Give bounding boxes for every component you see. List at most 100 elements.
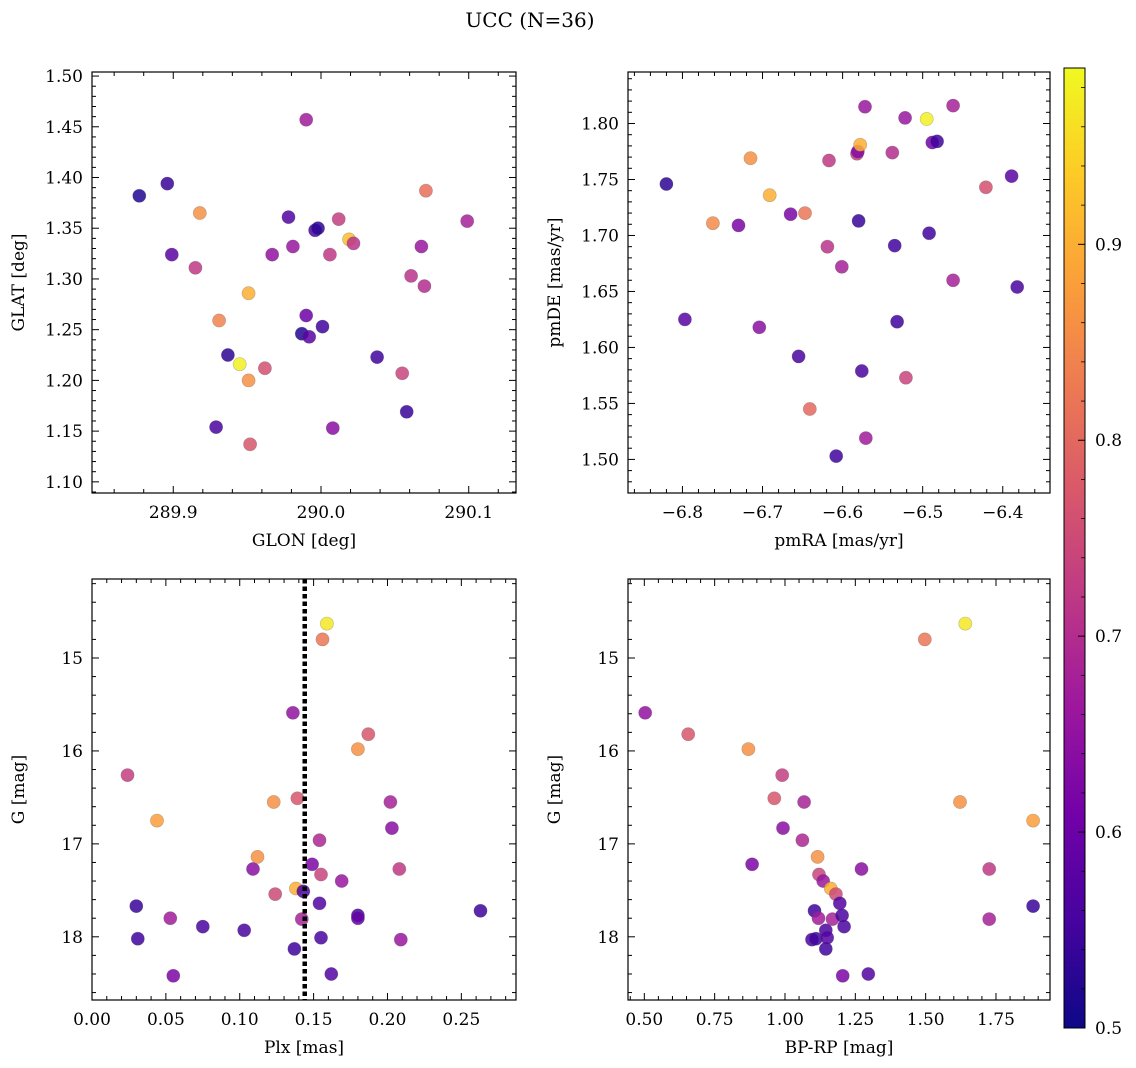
x-tick-label: 1.25 [836, 1010, 874, 1030]
x-tick-label: 0.10 [221, 1010, 259, 1030]
data-point [762, 188, 777, 203]
scatter-points [638, 616, 1040, 983]
data-point [1026, 899, 1040, 913]
data-point [322, 247, 337, 262]
data-point [681, 727, 696, 742]
data-point [220, 348, 235, 362]
data-point [731, 218, 746, 233]
y-tick-label: 1.55 [581, 394, 619, 414]
data-point [212, 313, 226, 328]
data-point [404, 268, 418, 283]
data-point [829, 449, 844, 463]
data-point [791, 349, 806, 364]
x-tick-label: 0.20 [369, 1010, 407, 1030]
data-point [745, 857, 759, 872]
x-tick-label: −6.4 [982, 503, 1023, 523]
axes-frame [627, 71, 1051, 494]
data-point [287, 942, 302, 956]
data-point [132, 188, 147, 203]
data-point [887, 238, 902, 253]
data-point [311, 221, 325, 236]
data-point [473, 903, 488, 918]
data-point [982, 862, 997, 876]
x-tick-label: 0.75 [696, 1010, 734, 1030]
colorbar-tick-label: 0.8 [1095, 431, 1122, 451]
data-point [953, 795, 967, 809]
data-point [166, 968, 181, 983]
data-point [265, 247, 280, 262]
x-tick-label: 1.00 [766, 1010, 804, 1030]
x-axis-label: pmRA [mas/yr] [774, 531, 903, 551]
data-point [130, 931, 145, 946]
y-tick-label: 1.60 [581, 338, 619, 358]
data-point [299, 112, 314, 127]
data-point [919, 112, 934, 126]
y-tick-label: 17 [597, 835, 619, 855]
data-point [312, 896, 327, 911]
data-point [246, 862, 260, 876]
data-point [192, 206, 207, 220]
data-point [899, 370, 913, 385]
data-point [854, 862, 869, 876]
data-point [853, 137, 868, 152]
figure-title: UCC (N=36) [465, 8, 594, 32]
data-point [243, 437, 257, 452]
data-point [163, 911, 178, 926]
data-point [832, 896, 847, 911]
y-tick-label: 1.80 [581, 115, 619, 135]
data-point [858, 99, 872, 114]
y-axis-label: G [mag] [9, 755, 29, 824]
data-point [797, 795, 811, 809]
y-tick-label: 1.25 [45, 321, 83, 341]
data-point [237, 923, 252, 938]
x-axis-label: BP-RP [mag] [785, 1038, 894, 1058]
data-point [350, 742, 365, 756]
y-tick-label: 1.70 [581, 226, 619, 246]
data-point [678, 312, 692, 327]
colorbar-gradient [1063, 67, 1086, 1029]
panel-plx-g: 0.00 0.05 0.10 0.15 0.20 0.25 15 16 17 18 Plx [mas… [9, 578, 517, 1058]
data-point [250, 850, 265, 864]
data-point [898, 111, 912, 125]
data-point [820, 930, 835, 945]
data-point [851, 213, 866, 228]
data-point [160, 176, 175, 191]
x-tick-label: 1.50 [907, 1010, 945, 1030]
scatter-points [659, 98, 1025, 463]
y-tick-label: 1.75 [581, 170, 619, 190]
data-point [370, 350, 384, 364]
data-point [890, 314, 904, 329]
data-point [861, 967, 876, 981]
data-point [315, 319, 330, 334]
data-point [188, 260, 203, 275]
data-point [776, 821, 790, 835]
colorbar: 0.5 0.6 0.7 0.8 0.9 [1063, 67, 1122, 1039]
data-point [232, 357, 247, 372]
data-point [775, 768, 790, 782]
y-tick-label: 1.15 [45, 422, 83, 442]
panel-bprp-g: 0.50 0.75 1.00 1.25 1.50 1.75 15 16 17 18 BP-RP [m… [545, 578, 1051, 1058]
data-point [315, 632, 330, 647]
data-point [982, 912, 997, 926]
data-point [399, 404, 414, 419]
data-point [241, 286, 256, 301]
x-tick-label: 0.50 [625, 1010, 663, 1030]
ticks: −6.8 −6.7 −6.6 −6.5 −6.4 1.50 1.55 1.60 1.65 1.70… [581, 72, 1050, 523]
data-point [417, 279, 432, 293]
y-tick-label: 15 [61, 649, 83, 669]
data-point [195, 919, 210, 934]
y-tick-label: 15 [597, 649, 619, 669]
y-tick-label: 16 [597, 742, 619, 762]
data-point [319, 616, 334, 631]
data-point [783, 207, 798, 222]
x-axis-label: GLON [deg] [252, 531, 356, 551]
data-point [314, 930, 328, 945]
x-axis-label: Plx [mas] [264, 1038, 344, 1058]
y-tick-label: 16 [61, 742, 83, 762]
data-point [958, 616, 973, 631]
data-point [393, 932, 408, 947]
data-point [325, 421, 340, 435]
data-point [285, 705, 300, 720]
y-tick-label: 1.65 [581, 282, 619, 302]
y-tick-label: 1.45 [45, 118, 83, 138]
